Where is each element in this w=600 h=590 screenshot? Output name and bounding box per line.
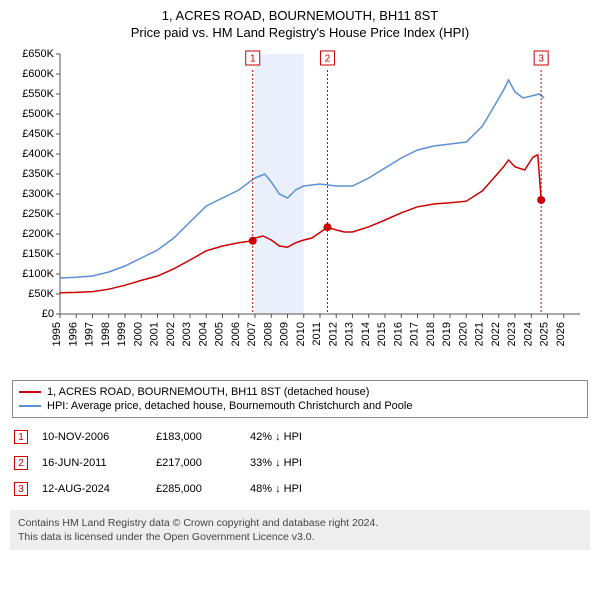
y-tick-label: £600K bbox=[22, 68, 54, 80]
title-main: 1, ACRES ROAD, BOURNEMOUTH, BH11 8ST bbox=[10, 8, 590, 23]
event-price: £217,000 bbox=[156, 457, 236, 469]
y-tick-label: £650K bbox=[22, 48, 54, 60]
footer-line1: Contains HM Land Registry data © Crown c… bbox=[18, 516, 582, 530]
price-dot bbox=[249, 237, 257, 245]
event-price: £183,000 bbox=[156, 431, 236, 443]
x-tick-label: 2006 bbox=[230, 322, 242, 346]
y-tick-label: £350K bbox=[22, 168, 54, 180]
y-tick-label: £50K bbox=[28, 288, 54, 300]
event-price: £285,000 bbox=[156, 483, 236, 495]
legend-row: HPI: Average price, detached house, Bour… bbox=[19, 399, 581, 413]
price-dot bbox=[537, 196, 545, 204]
title-block: 1, ACRES ROAD, BOURNEMOUTH, BH11 8ST Pri… bbox=[10, 8, 590, 40]
x-tick-label: 2023 bbox=[506, 322, 518, 346]
legend-label: HPI: Average price, detached house, Bour… bbox=[47, 400, 412, 412]
event-delta: 33% ↓ HPI bbox=[250, 457, 302, 469]
line-chart-svg: £0 £50K £100K £150K £200K £250K £300K £350K £400… bbox=[10, 44, 590, 374]
y-tick-label: £450K bbox=[22, 128, 54, 140]
x-tick-label: 2014 bbox=[360, 322, 372, 346]
event-delta: 48% ↓ HPI bbox=[250, 483, 302, 495]
marker-num-2: 2 bbox=[325, 54, 331, 65]
y-tick-label: £400K bbox=[22, 148, 54, 160]
x-tick-label: 2013 bbox=[344, 322, 356, 346]
x-tick-label: 2000 bbox=[132, 322, 144, 346]
chart-container: 1, ACRES ROAD, BOURNEMOUTH, BH11 8ST Pri… bbox=[0, 0, 600, 556]
x-tick-label: 1995 bbox=[51, 322, 63, 346]
y-tick-label: £550K bbox=[22, 88, 54, 100]
footer: Contains HM Land Registry data © Crown c… bbox=[10, 510, 590, 550]
x-tick-label: 2019 bbox=[441, 322, 453, 346]
y-tick-label: £150K bbox=[22, 248, 54, 260]
x-tick-label: 2020 bbox=[457, 322, 469, 346]
x-tick-label: 1997 bbox=[84, 322, 96, 346]
legend-swatch bbox=[19, 405, 41, 407]
event-table: 1 10-NOV-2006 £183,000 42% ↓ HPI 2 16-JUN-201… bbox=[12, 424, 588, 502]
x-tick-label: 2017 bbox=[409, 322, 421, 346]
event-marker-box: 3 bbox=[14, 482, 28, 496]
x-tick-label: 2001 bbox=[149, 322, 161, 346]
marker-num-1: 1 bbox=[250, 54, 256, 65]
x-tick-label: 2018 bbox=[425, 322, 437, 346]
y-tick-label: £0 bbox=[42, 308, 54, 320]
y-tick-label: £200K bbox=[22, 228, 54, 240]
legend-swatch bbox=[19, 391, 41, 393]
x-tick-label: 2015 bbox=[376, 322, 388, 346]
x-tick-label: 2025 bbox=[539, 322, 551, 346]
event-date: 12-AUG-2024 bbox=[42, 483, 142, 495]
y-tick-label: £500K bbox=[22, 108, 54, 120]
chart-area: £0 £50K £100K £150K £200K £250K £300K £350K £400… bbox=[10, 44, 590, 374]
legend-label: 1, ACRES ROAD, BOURNEMOUTH, BH11 8ST (de… bbox=[47, 386, 369, 398]
x-tick-label: 2004 bbox=[197, 322, 209, 346]
x-tick-label: 2012 bbox=[327, 322, 339, 346]
event-row: 2 16-JUN-2011 £217,000 33% ↓ HPI bbox=[12, 450, 588, 476]
price-dot bbox=[323, 223, 331, 231]
y-tick-label: £300K bbox=[22, 188, 54, 200]
footer-line2: This data is licensed under the Open Gov… bbox=[18, 530, 582, 544]
x-tick-label: 1996 bbox=[67, 322, 79, 346]
x-tick-label: 2002 bbox=[165, 322, 177, 346]
x-tick-label: 2009 bbox=[279, 322, 291, 346]
x-tick-label: 1999 bbox=[116, 322, 128, 346]
x-tick-label: 2008 bbox=[262, 322, 274, 346]
event-row: 3 12-AUG-2024 £285,000 48% ↓ HPI bbox=[12, 476, 588, 502]
legend-row: 1, ACRES ROAD, BOURNEMOUTH, BH11 8ST (de… bbox=[19, 385, 581, 399]
x-tick-label: 2021 bbox=[474, 322, 486, 346]
event-date: 10-NOV-2006 bbox=[42, 431, 142, 443]
x-tick-label: 2016 bbox=[392, 322, 404, 346]
x-tick-label: 1998 bbox=[100, 322, 112, 346]
y-tick-label: £250K bbox=[22, 208, 54, 220]
event-date: 16-JUN-2011 bbox=[42, 457, 142, 469]
marker-num-3: 3 bbox=[538, 54, 544, 65]
y-tick-label: £100K bbox=[22, 268, 54, 280]
event-delta: 42% ↓ HPI bbox=[250, 431, 302, 443]
x-tick-label: 2024 bbox=[522, 322, 534, 346]
x-tick-label: 2022 bbox=[490, 322, 502, 346]
x-tick-label: 2026 bbox=[555, 322, 567, 346]
event-marker-box: 2 bbox=[14, 456, 28, 470]
title-sub: Price paid vs. HM Land Registry's House … bbox=[10, 25, 590, 40]
legend: 1, ACRES ROAD, BOURNEMOUTH, BH11 8ST (de… bbox=[12, 380, 588, 418]
x-tick-label: 2007 bbox=[246, 322, 258, 346]
event-marker-box: 1 bbox=[14, 430, 28, 444]
x-tick-label: 2005 bbox=[214, 322, 226, 346]
x-tick-label: 2003 bbox=[181, 322, 193, 346]
x-tick-label: 2011 bbox=[311, 322, 323, 346]
x-tick-label: 2010 bbox=[295, 322, 307, 346]
event-row: 1 10-NOV-2006 £183,000 42% ↓ HPI bbox=[12, 424, 588, 450]
